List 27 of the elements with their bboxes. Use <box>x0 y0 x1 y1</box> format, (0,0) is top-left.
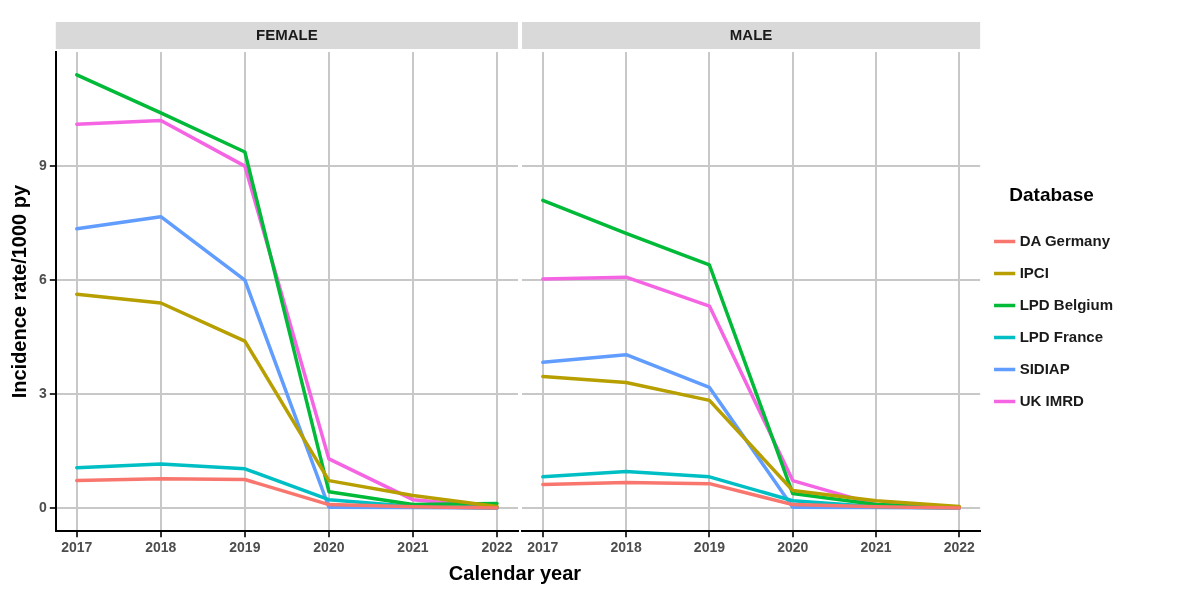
y-axis-title: Incidence rate/1000 py <box>7 184 30 399</box>
y-tick-label: 6 <box>38 271 47 288</box>
legend-label: LPD France <box>1019 327 1104 345</box>
x-tick-label: 2019 <box>693 539 726 556</box>
x-tick-label: 2022 <box>943 539 976 556</box>
legend-label: IPCI <box>1019 263 1049 281</box>
x-tick-label: 2019 <box>229 539 261 556</box>
legend-title: Database <box>1009 183 1094 205</box>
y-tick-label: 3 <box>38 385 47 402</box>
y-tick-label: 0 <box>38 499 47 516</box>
legend-label: LPD Belgium <box>1019 295 1113 313</box>
x-tick-label: 2020 <box>777 539 809 556</box>
x-tick-label: 2017 <box>527 539 559 556</box>
x-axis-title: Calendar year <box>447 562 583 585</box>
legend-label: UK IMRD <box>1019 391 1084 409</box>
x-tick-label: 2021 <box>397 539 429 556</box>
legend-label: DA Germany <box>1019 231 1111 249</box>
x-tick-label: 2022 <box>481 539 513 556</box>
x-tick-label: 2018 <box>145 539 177 556</box>
x-tick-label: 2018 <box>610 539 642 556</box>
legend-label: SIDIAP <box>1019 359 1070 377</box>
y-tick-label: 9 <box>38 156 47 173</box>
chart-title: FEMALE <box>256 26 318 44</box>
x-tick-label: 2021 <box>860 539 892 556</box>
x-tick-label: 2020 <box>313 539 345 556</box>
x-tick-label: 2017 <box>61 539 93 556</box>
chart-title: MALE <box>729 26 773 44</box>
